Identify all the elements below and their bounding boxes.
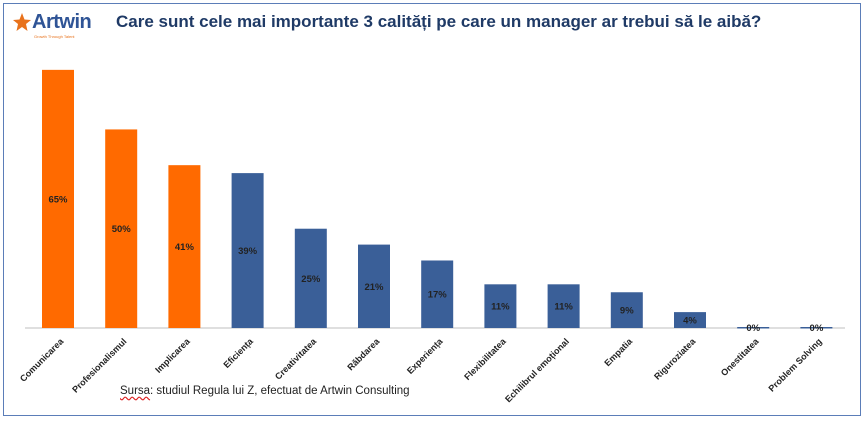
category-label: Creativitatea	[273, 336, 319, 382]
bar-empatia	[610, 292, 643, 328]
chart-frame	[3, 3, 861, 416]
category-label: Eficiența	[221, 336, 255, 370]
category-label: Riguroziatea	[652, 336, 698, 382]
artwin-star-icon	[13, 13, 31, 31]
category-label: Empatia	[602, 336, 635, 369]
category-label: Echilibrul emoțional	[503, 336, 571, 404]
bar-echilibrul-emoțional	[547, 284, 580, 328]
data-label: 9%	[620, 306, 634, 317]
category-label: Răbdarea	[345, 336, 382, 373]
data-label: 50%	[112, 224, 132, 235]
bar-comunicarea	[42, 69, 74, 328]
category-label: Onestitatea	[719, 336, 761, 378]
bar-riguroziatea	[674, 312, 706, 328]
chart-title: Care sunt cele mai importante 3 calități…	[116, 12, 762, 31]
data-label: 39%	[238, 246, 258, 257]
source-prefix: Sursa	[120, 385, 151, 397]
bar-răbdarea	[358, 244, 390, 328]
bar-flexibilitatea	[484, 284, 517, 328]
artwin-logo: Artwin Growth Through Talent	[12, 10, 104, 44]
bar-profesionalismul	[105, 129, 138, 328]
data-label: 17%	[428, 290, 448, 301]
bar-problem-solving	[800, 327, 833, 329]
data-label: 21%	[364, 282, 384, 293]
logo-text: Artwin	[32, 11, 92, 33]
bar-onestitatea	[737, 327, 770, 329]
logo-tagline: Growth Through Talent	[34, 34, 75, 39]
data-label: 25%	[301, 274, 321, 285]
source-note: Sursa: studiul Regula lui Z, efectuat de…	[120, 385, 410, 397]
category-label: Implicarea	[153, 336, 192, 375]
data-label: 0%	[810, 323, 824, 334]
bar-eficiența	[231, 173, 264, 328]
data-label: 0%	[746, 323, 760, 334]
bar-creativitatea	[294, 228, 327, 328]
data-label: 11%	[491, 302, 510, 313]
data-label: 65%	[48, 194, 68, 205]
category-label: Problem Solving	[767, 336, 824, 393]
data-label: 11%	[554, 302, 573, 313]
bar-experiența	[421, 260, 454, 328]
category-label: Comunicarea	[18, 336, 66, 384]
category-label: Experiența	[405, 336, 445, 376]
data-label: 41%	[175, 242, 195, 253]
bar-implicarea	[168, 165, 201, 328]
category-label: Flexibilitatea	[462, 336, 508, 382]
data-label: 4%	[683, 316, 697, 327]
source-text: : studiul Regula lui Z, efectuat de Artw…	[150, 385, 410, 397]
